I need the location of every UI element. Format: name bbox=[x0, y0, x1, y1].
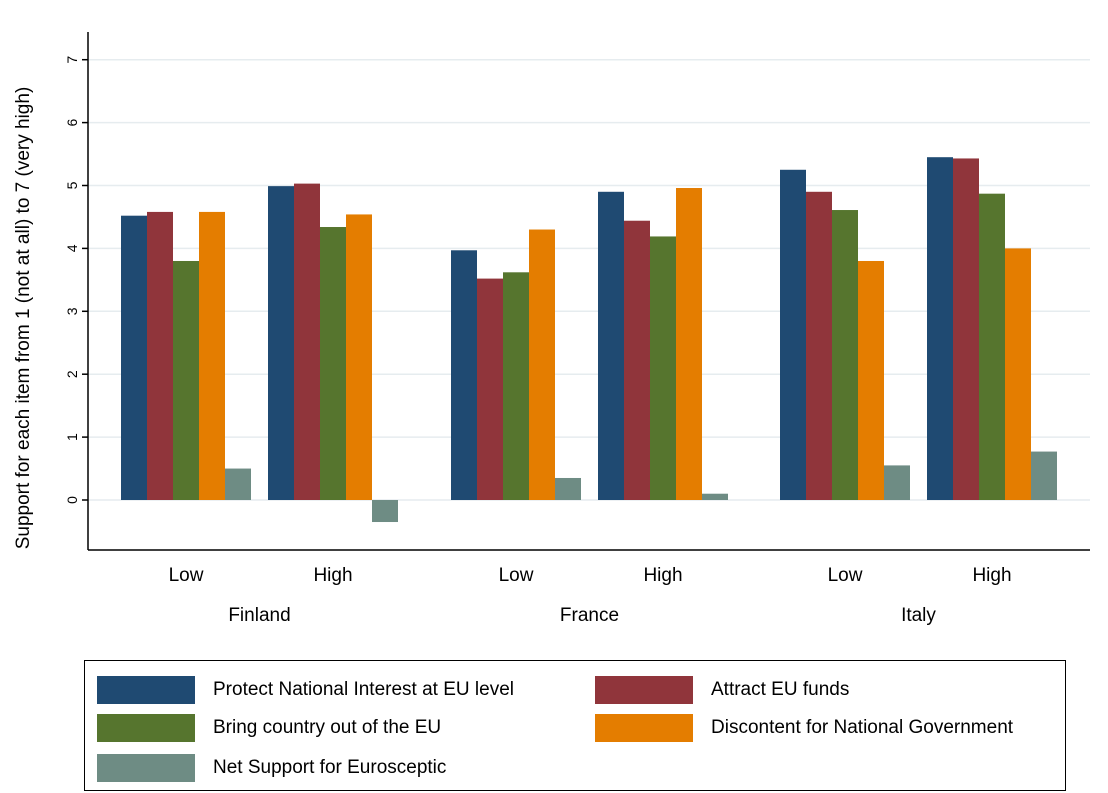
bar bbox=[147, 211, 173, 500]
bar bbox=[650, 236, 676, 500]
group-label: Italy bbox=[901, 605, 936, 626]
x-tick-label: High bbox=[972, 565, 1011, 586]
bar bbox=[503, 272, 529, 500]
y-tick-label: 1 bbox=[64, 433, 80, 441]
legend-swatch bbox=[97, 754, 195, 782]
bar bbox=[702, 493, 728, 500]
x-tick-label: Low bbox=[828, 565, 863, 586]
legend-item: Discontent for National Government bbox=[595, 714, 1013, 742]
bar bbox=[979, 193, 1005, 500]
legend-label: Bring country out of the EU bbox=[213, 717, 442, 738]
bar bbox=[1005, 248, 1031, 500]
group-label: France bbox=[560, 605, 619, 626]
y-tick-label: 6 bbox=[64, 118, 80, 126]
legend-swatch bbox=[97, 714, 195, 742]
bar bbox=[320, 227, 346, 500]
bar bbox=[199, 211, 225, 500]
bar bbox=[624, 220, 650, 500]
bar bbox=[676, 188, 702, 501]
bar bbox=[268, 186, 294, 500]
x-tick-label: Low bbox=[169, 565, 204, 586]
x-tick-label: Low bbox=[499, 565, 534, 586]
y-tick-label: 2 bbox=[64, 370, 80, 378]
bar bbox=[780, 169, 806, 500]
bar bbox=[372, 500, 398, 523]
axes bbox=[87, 32, 1090, 551]
y-tick-label: 7 bbox=[64, 56, 80, 64]
bar bbox=[477, 278, 503, 500]
bar bbox=[953, 158, 979, 500]
bar bbox=[451, 250, 477, 500]
bar bbox=[173, 260, 199, 500]
group-label: Finland bbox=[228, 605, 290, 626]
bar-chart: 0 1 2 3 4 5 6 7 Low High Low High Low High Finland Fra… bbox=[13, 32, 1090, 626]
bar bbox=[927, 157, 953, 500]
legend-item: Attract EU funds bbox=[595, 676, 849, 704]
bar bbox=[884, 465, 910, 500]
legend: Protect National Interest at EU level Att… bbox=[84, 660, 1066, 791]
y-tick-label: 5 bbox=[64, 181, 80, 189]
bar bbox=[346, 214, 372, 500]
y-tick-label: 0 bbox=[64, 496, 80, 504]
y-tick-label: 4 bbox=[64, 244, 80, 252]
bar bbox=[121, 215, 147, 500]
bar bbox=[598, 191, 624, 501]
legend-label: Net Support for Eurosceptic bbox=[213, 757, 447, 778]
bar bbox=[294, 183, 320, 500]
legend-label: Discontent for National Government bbox=[711, 717, 1014, 738]
bar bbox=[1031, 451, 1057, 500]
bars bbox=[121, 157, 1057, 523]
gridlines bbox=[88, 58, 1090, 501]
legend-label: Protect National Interest at EU level bbox=[213, 679, 514, 700]
legend-swatch bbox=[595, 714, 693, 742]
bar bbox=[225, 468, 251, 500]
bar bbox=[555, 477, 581, 500]
bar bbox=[832, 210, 858, 500]
legend-swatch bbox=[97, 676, 195, 704]
y-axis-title: Support for each item from 1 (not at all… bbox=[13, 87, 34, 550]
bar bbox=[858, 260, 884, 500]
bar bbox=[529, 229, 555, 500]
y-axis-ticks: 0 1 2 3 4 5 6 7 bbox=[64, 56, 88, 504]
legend-label: Attract EU funds bbox=[711, 679, 850, 700]
legend-item: Bring country out of the EU bbox=[97, 714, 441, 742]
legend-swatch bbox=[595, 676, 693, 704]
bar bbox=[806, 191, 832, 501]
x-tick-label: High bbox=[643, 565, 682, 586]
x-tick-label: High bbox=[313, 565, 352, 586]
y-tick-label: 3 bbox=[64, 307, 80, 315]
legend-item: Protect National Interest at EU level bbox=[97, 676, 514, 704]
legend-item: Net Support for Eurosceptic bbox=[97, 754, 446, 782]
x-axis-labels: Low High Low High Low High Finland France Italy bbox=[169, 565, 1012, 626]
